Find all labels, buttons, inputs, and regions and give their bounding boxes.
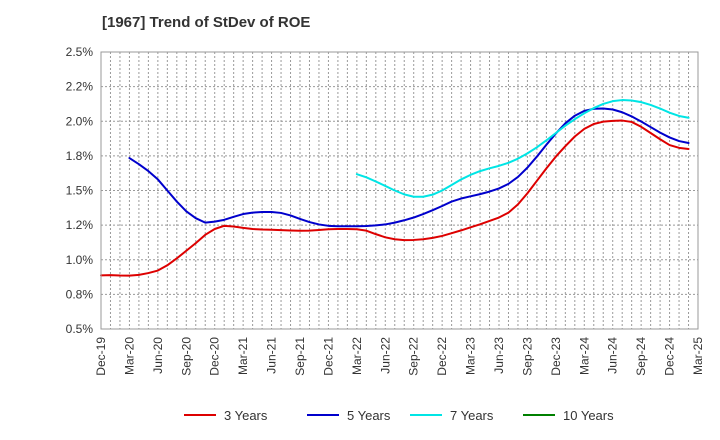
x-tick-label: Sep-23 [520, 337, 534, 376]
x-tick-label: Sep-20 [179, 337, 193, 376]
x-tick-label: Dec-24 [663, 337, 677, 376]
legend-label-5-years: 5 Years [347, 408, 391, 423]
y-tick-label: 1.8% [66, 149, 94, 163]
y-axis-ticks: 0.5% 0.8% 1.0% 1.2% 1.5% 1.8% 2.0% 2.2% 2.5% [66, 45, 94, 336]
x-tick-label: Mar-20 [122, 337, 136, 375]
y-tick-label: 0.8% [66, 287, 94, 301]
series-line-3-years [100, 119, 690, 277]
x-tick-label: Jun-20 [151, 337, 165, 374]
x-tick-label: Mar-23 [464, 337, 478, 375]
x-tick-label: Jun-24 [606, 337, 620, 374]
legend-label-7-years: 7 Years [450, 408, 494, 423]
series-lines [100, 99, 690, 277]
y-tick-label: 1.2% [66, 218, 94, 232]
x-tick-label: Dec-19 [94, 337, 108, 376]
y-tick-label: 2.0% [66, 114, 94, 128]
legend-label-3-years: 3 Years [224, 408, 268, 423]
chart-title: [1967] Trend of StDev of ROE [102, 14, 311, 31]
plot-frame [100, 51, 699, 330]
x-tick-label: Dec-21 [321, 337, 335, 376]
x-tick-label: Mar-24 [577, 337, 591, 375]
x-tick-label: Dec-22 [435, 337, 449, 376]
x-tick-label: Dec-20 [208, 337, 222, 376]
x-tick-label: Dec-23 [549, 337, 563, 376]
x-tick-label: Sep-22 [407, 337, 421, 376]
x-axis-ticks: Dec-19 Mar-20 Jun-20 Sep-20 Dec-20 Mar-21 Jun-… [94, 337, 705, 376]
x-tick-label: Sep-24 [634, 337, 648, 376]
y-tick-label: 1.0% [66, 253, 94, 267]
grid [101, 52, 698, 329]
series-line-5-years [128, 107, 690, 228]
x-tick-label: Mar-21 [236, 337, 250, 375]
y-tick-label: 0.5% [66, 322, 94, 336]
legend: 3 Years 5 Years 7 Years 10 Years [184, 408, 614, 423]
x-tick-label: Jun-21 [265, 337, 279, 374]
y-tick-label: 2.2% [66, 80, 94, 94]
y-tick-label: 1.5% [66, 184, 94, 198]
series-line-7-years [355, 99, 690, 198]
legend-label-10-years: 10 Years [563, 408, 614, 423]
x-tick-label: Jun-22 [378, 337, 392, 374]
x-tick-label: Jun-23 [492, 337, 506, 374]
y-tick-label: 2.5% [66, 45, 94, 59]
x-tick-label: Mar-25 [691, 337, 705, 375]
x-tick-label: Mar-22 [350, 337, 364, 375]
x-tick-label: Sep-21 [293, 337, 307, 376]
